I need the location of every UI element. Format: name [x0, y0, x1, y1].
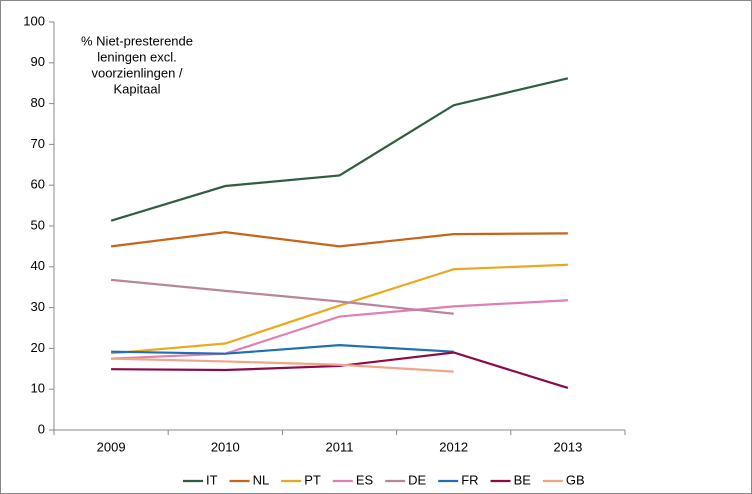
annotation: voorzienlingen / [91, 65, 182, 80]
legend-label: ES [356, 472, 374, 487]
series-line [111, 344, 454, 355]
x-tick-label: 2012 [439, 439, 468, 454]
y-tick-label: 40 [31, 258, 45, 273]
y-tick-label: 60 [31, 177, 45, 192]
series-line [110, 231, 568, 248]
y-tick-label: 20 [31, 340, 45, 355]
legend-label: BE [514, 472, 532, 487]
series-line [110, 278, 454, 315]
series-line [111, 263, 568, 355]
legend-label: NL [253, 472, 270, 487]
annotation: Kapitaal [114, 81, 161, 96]
x-tick-label: 2013 [553, 439, 582, 454]
y-tick-label: 50 [31, 217, 45, 232]
y-tick-label: 0 [38, 421, 45, 436]
y-tick-label: 10 [31, 381, 45, 396]
series-line [111, 357, 454, 373]
y-tick-label: 70 [31, 136, 45, 151]
y-tick-label: 100 [23, 13, 45, 28]
y-tick-label: 30 [31, 299, 45, 314]
x-tick-label: 2010 [211, 439, 240, 454]
x-tick-label: 2011 [326, 439, 354, 454]
legend-label: DE [408, 472, 426, 487]
series-line [111, 299, 568, 360]
annotation: leningen excl. [97, 49, 177, 64]
legend-label: IT [206, 472, 218, 487]
legend-label: PT [304, 472, 321, 487]
x-tick-label: 2009 [97, 439, 126, 454]
legend-label: FR [461, 472, 478, 487]
y-tick-label: 80 [31, 95, 45, 110]
annotation: % Niet-presterende [81, 33, 193, 48]
y-tick-label: 90 [31, 54, 45, 69]
series-line [111, 351, 569, 390]
legend-label: GB [566, 472, 585, 487]
series-line [110, 77, 569, 222]
